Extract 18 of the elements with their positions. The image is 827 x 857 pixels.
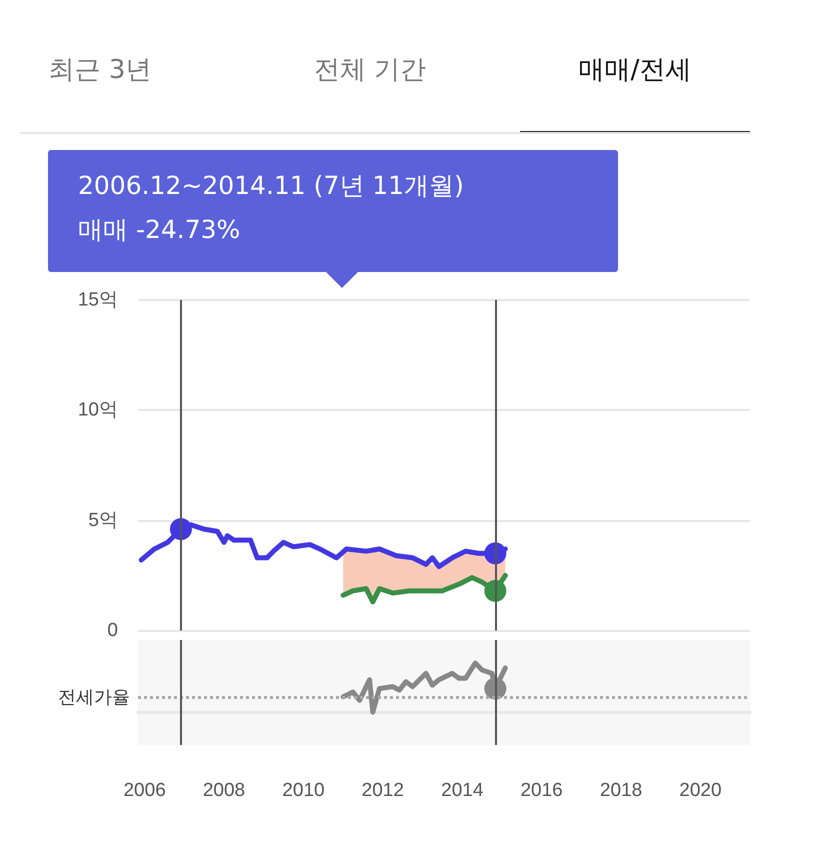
text: 최근 3년 bbox=[48, 54, 152, 87]
y-tick-label: 10억 bbox=[78, 400, 118, 421]
x-tick-label: 2008 bbox=[202, 780, 246, 801]
text: 매매 -24.73% bbox=[78, 214, 242, 246]
x-tick-label: 2012 bbox=[362, 780, 404, 801]
x-tick-label: 2014 bbox=[441, 780, 484, 801]
x-tick-label: 2006 bbox=[123, 780, 166, 801]
x-tick-label: 2010 bbox=[282, 780, 325, 801]
text: 2006.12~2014.11 (7년 11개월) bbox=[78, 170, 465, 202]
text: 전체 기간 bbox=[312, 54, 428, 87]
y-tick-label: 5억 bbox=[88, 510, 118, 531]
ref-line-label: 전세가율 bbox=[58, 686, 130, 707]
x-tick-label: 2016 bbox=[520, 780, 563, 801]
text: 매매/전세 bbox=[520, 45, 750, 134]
y-tick-label: 15억 bbox=[78, 290, 118, 310]
x-tick-label: 2020 bbox=[679, 780, 722, 801]
x-tick-label: 2018 bbox=[600, 780, 642, 801]
y-tick-label: 0 bbox=[107, 620, 118, 641]
